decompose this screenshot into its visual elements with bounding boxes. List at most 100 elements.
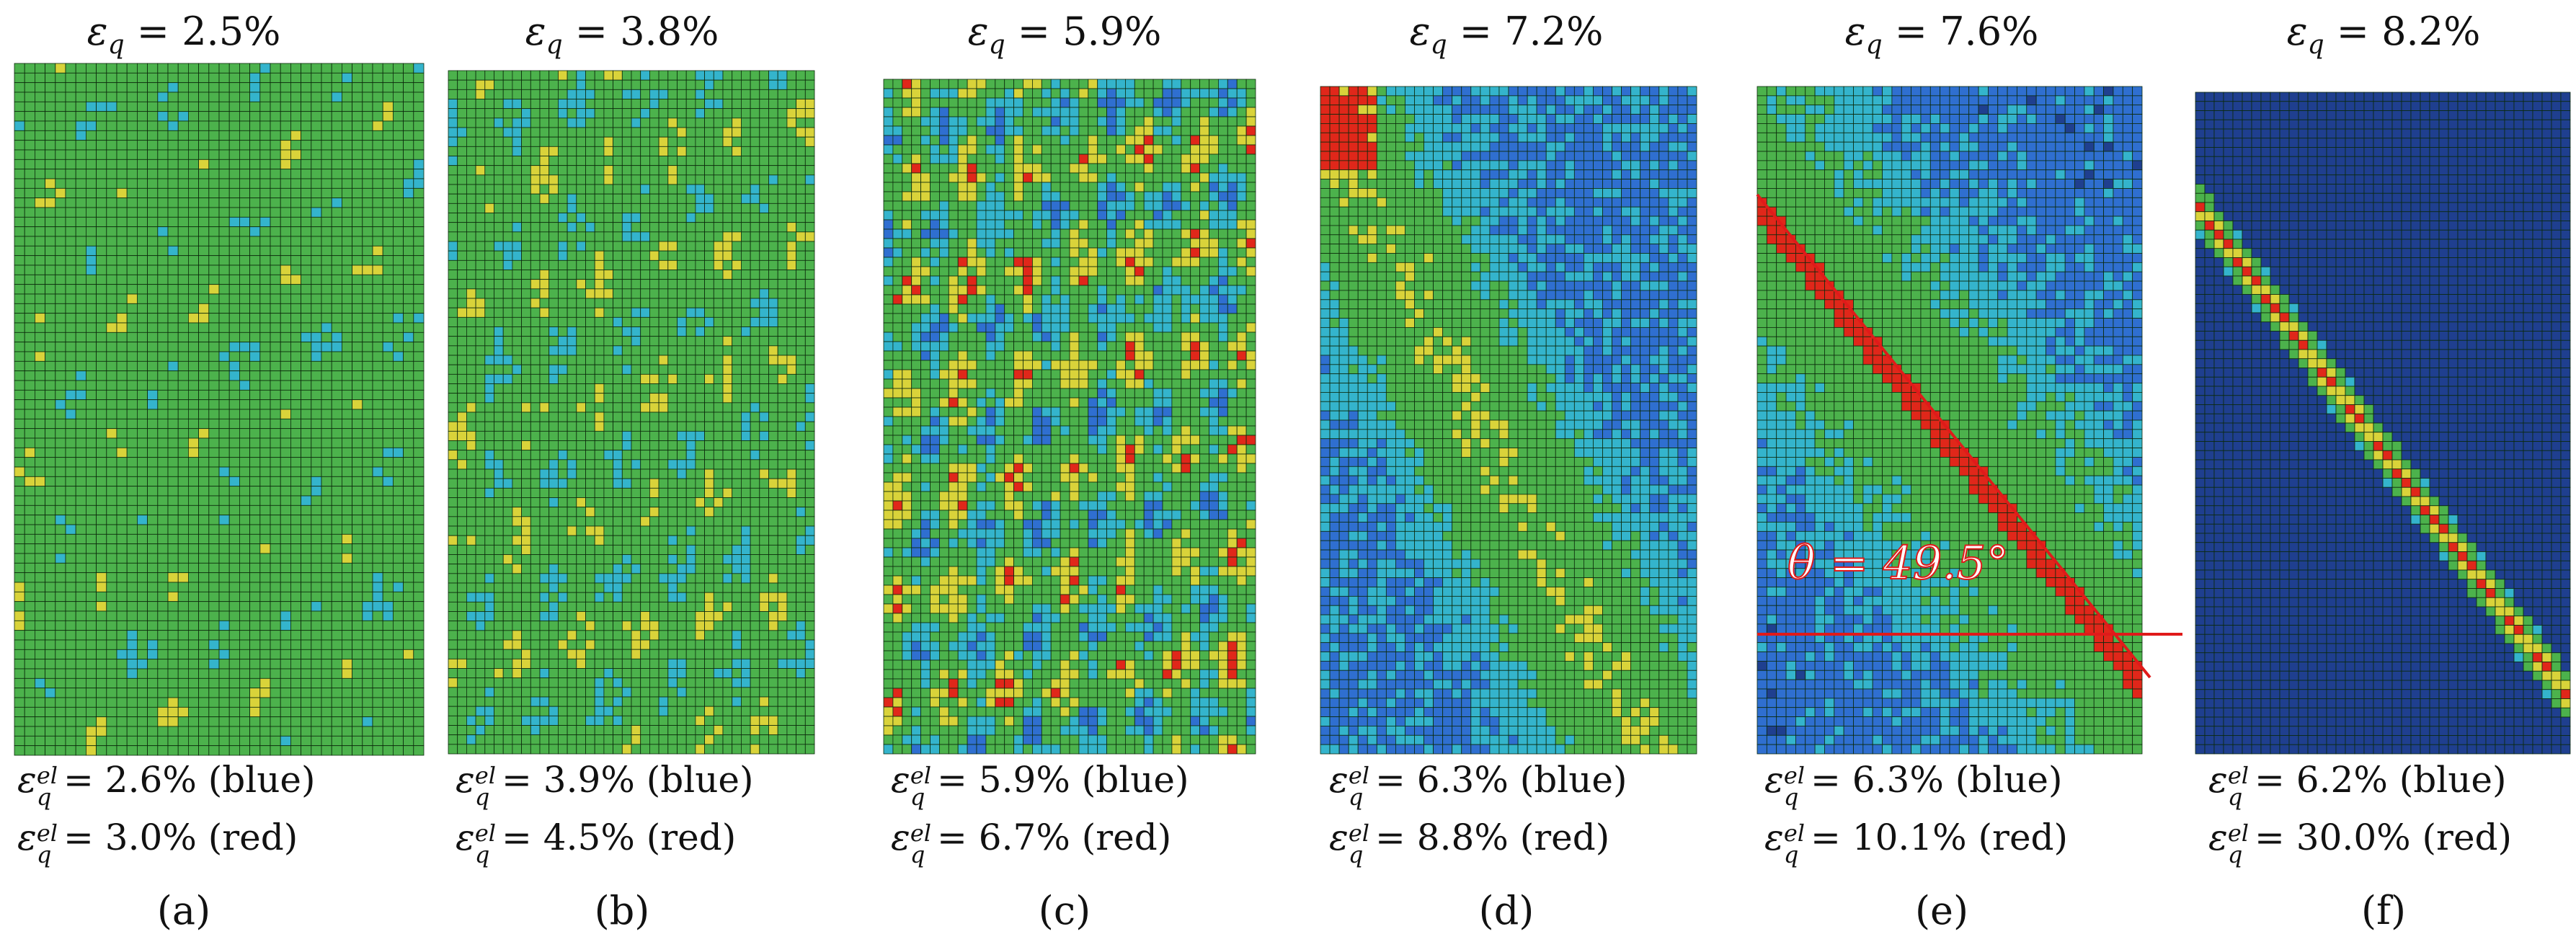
mesh-element — [750, 478, 760, 489]
mesh-element — [413, 264, 425, 275]
mesh-element — [750, 355, 760, 365]
mesh-element — [301, 457, 312, 468]
mesh-element — [494, 174, 504, 185]
mesh-element — [539, 478, 550, 489]
mesh-element — [804, 544, 815, 555]
mesh-element — [116, 159, 128, 170]
mesh-element — [65, 688, 76, 698]
mesh-element — [695, 516, 705, 527]
mesh-element — [750, 222, 760, 233]
mesh-element — [301, 620, 312, 631]
mesh-element — [777, 554, 788, 565]
mesh-element — [157, 437, 169, 448]
mesh-element — [576, 402, 586, 413]
mesh-element — [750, 316, 760, 327]
mesh-element — [413, 486, 425, 497]
mesh-element — [126, 216, 138, 228]
mesh-element — [475, 108, 486, 119]
mesh-element — [585, 193, 595, 204]
mesh-element — [280, 159, 291, 170]
mesh-element — [621, 507, 632, 517]
mesh-element — [539, 564, 550, 574]
mesh-element — [362, 293, 373, 304]
mesh-element — [502, 70, 513, 81]
mesh-element — [198, 476, 210, 487]
mesh-element — [768, 544, 778, 555]
mesh-element — [116, 197, 128, 208]
mesh-element — [301, 745, 312, 756]
mesh-element — [649, 316, 659, 327]
mesh-element — [321, 159, 332, 170]
mesh-element — [341, 140, 352, 151]
mesh-element — [136, 533, 148, 545]
mesh-element — [86, 515, 97, 525]
mesh-element — [116, 399, 128, 410]
mesh-element — [218, 668, 230, 679]
mesh-element — [208, 582, 220, 592]
mesh-element — [147, 726, 159, 737]
mesh-element — [804, 241, 815, 252]
mesh-element — [621, 355, 632, 365]
mesh-element — [65, 562, 76, 574]
mesh-element — [249, 284, 261, 295]
mesh-element — [530, 165, 541, 176]
mesh-element — [502, 156, 513, 166]
mesh-element — [786, 231, 796, 242]
mesh-element — [167, 111, 179, 122]
mesh-element — [539, 373, 550, 384]
mesh-element — [311, 399, 322, 410]
mesh-element — [484, 373, 494, 384]
mesh-element — [116, 649, 128, 660]
mesh-element — [403, 159, 414, 170]
mesh-element — [530, 307, 541, 318]
mesh-element — [750, 174, 760, 185]
mesh-element — [106, 418, 117, 430]
mesh-element — [667, 345, 678, 356]
mesh-element — [249, 688, 261, 698]
mesh-element — [65, 639, 76, 650]
mesh-element — [106, 524, 117, 535]
mesh-element — [55, 274, 66, 285]
mesh-element — [45, 82, 56, 93]
mesh-element — [55, 399, 66, 410]
mesh-element — [45, 197, 56, 208]
mesh-element — [393, 313, 404, 324]
mesh-element — [585, 564, 595, 574]
mesh-element — [147, 495, 159, 506]
mesh-element — [321, 466, 332, 477]
mesh-element — [382, 360, 394, 372]
mesh-element — [218, 72, 230, 84]
mesh-element — [613, 89, 623, 99]
mesh-element — [613, 213, 623, 223]
mesh-element — [321, 255, 332, 266]
mesh-element — [249, 111, 261, 122]
mesh-element — [14, 418, 25, 430]
mesh-element — [34, 120, 45, 131]
mesh-element — [157, 178, 169, 189]
mesh-element — [413, 437, 425, 448]
mesh-element — [136, 380, 148, 391]
mesh-element — [658, 174, 669, 185]
mesh-element — [116, 216, 128, 228]
mesh-element — [301, 303, 312, 314]
mesh-element — [631, 373, 641, 384]
mesh-element — [658, 487, 669, 498]
mesh-element — [96, 524, 107, 535]
mesh-element — [55, 677, 66, 689]
mesh-element — [557, 270, 568, 280]
mesh-element — [106, 399, 117, 410]
mesh-element — [239, 437, 250, 448]
mesh-element — [685, 525, 696, 536]
mesh-element — [457, 222, 467, 233]
mesh-element — [585, 373, 595, 384]
mesh-element — [448, 156, 458, 166]
mesh-element — [372, 668, 383, 679]
mesh-element — [372, 706, 383, 718]
mesh-element — [228, 245, 240, 257]
mesh-element — [457, 336, 467, 347]
mesh-element — [457, 373, 467, 384]
mesh-element — [341, 380, 352, 391]
mesh-element — [494, 136, 504, 147]
mesh-element — [311, 562, 322, 574]
mesh-element — [631, 165, 641, 176]
